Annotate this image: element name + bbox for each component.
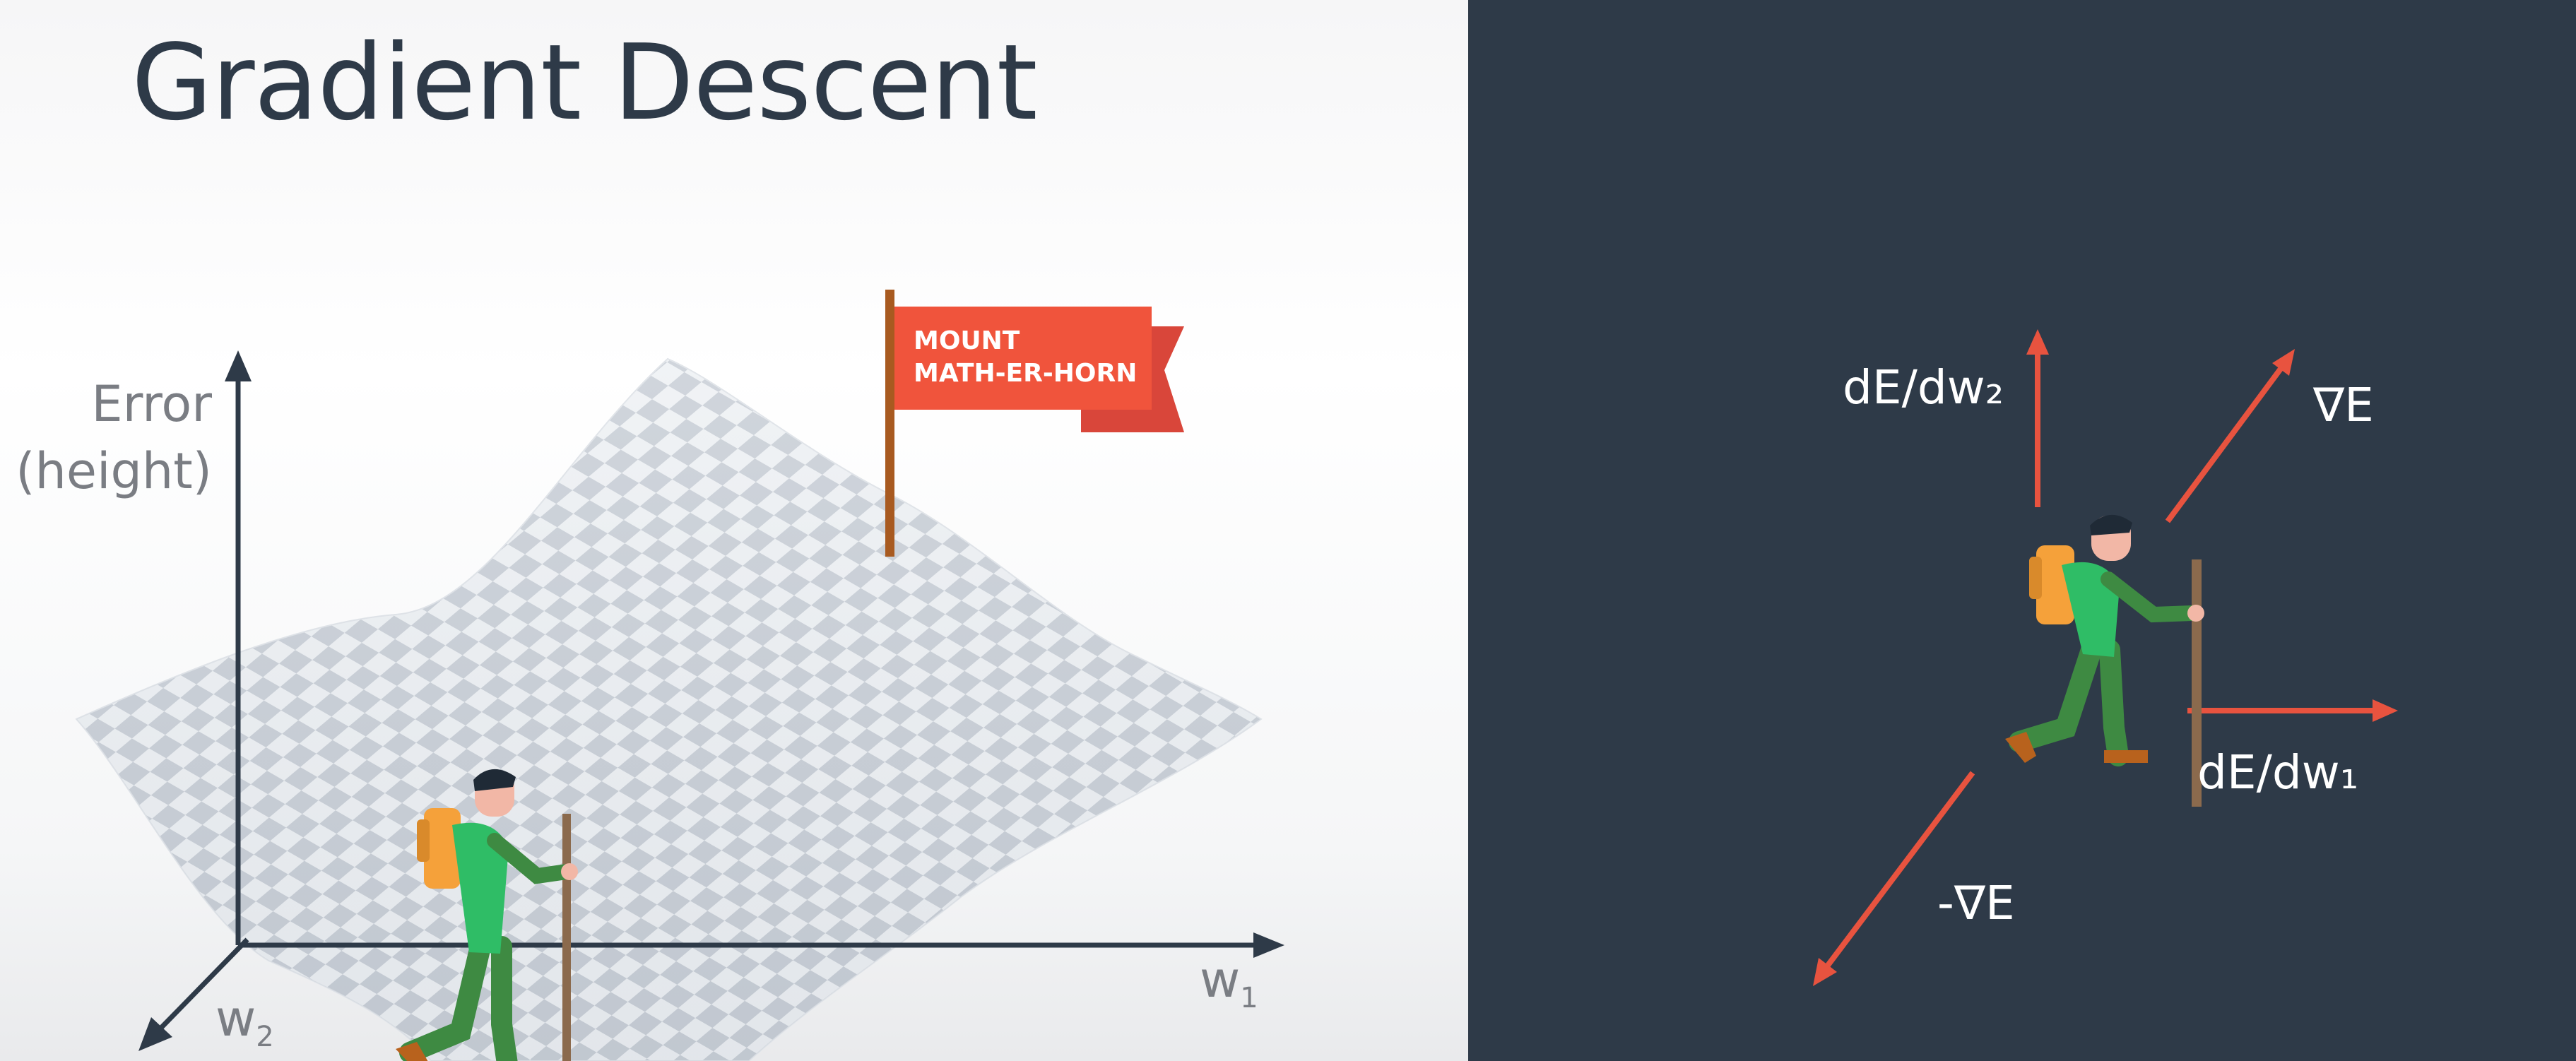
dE-dw2-label: dE/dw₂	[1843, 360, 2004, 415]
w1-label-sub: 1	[1240, 982, 1258, 1014]
error-axis-label: Error (height)	[7, 371, 212, 504]
left-panel: Gradient Descent Error (height) w1 w2 MO…	[0, 0, 1468, 1061]
error-axis-label-line2: (height)	[16, 441, 212, 500]
flag-body	[894, 307, 1152, 410]
mountain-scene	[75, 290, 1284, 1061]
w2-label-base: w	[215, 990, 256, 1048]
neg-grad-E-arrow	[1824, 771, 1975, 968]
hiker-icon	[2005, 514, 2204, 807]
flagpole	[885, 290, 894, 557]
w2-axis	[159, 937, 249, 1030]
mount-math-er-horn-flag	[885, 290, 1184, 557]
flag-label: MOUNT MATH-ER-HORN	[914, 325, 1137, 390]
w1-label-base: w	[1200, 951, 1241, 1009]
neg-grad-E-label: -∇E	[1937, 876, 2015, 930]
w1-axis-arrowhead	[1253, 932, 1284, 958]
error-axis-arrowhead	[225, 350, 252, 381]
flag-label-line2: MATH-ER-HORN	[914, 359, 1138, 389]
right-panel: dE/dw₂ ∇E dE/dw₁ -∇E	[1468, 0, 2576, 1061]
w2-label-sub: 2	[256, 1021, 274, 1053]
w1-axis-label: w1	[1200, 947, 1258, 1017]
hiker-icon	[396, 769, 578, 1061]
error-axis-label-line1: Error	[91, 375, 212, 433]
gradient-vectors	[1813, 329, 2398, 986]
dE-dw1-label: dE/dw₁	[2197, 745, 2359, 800]
w2-axis-arrowhead	[138, 1017, 172, 1051]
grad-E-arrow	[2165, 367, 2283, 523]
grad-E-label: ∇E	[2313, 378, 2374, 432]
axes	[138, 350, 1284, 1051]
page-title: Gradient Descent	[131, 22, 1038, 143]
w2-axis-label: w2	[215, 985, 274, 1056]
flag-label-line1: MOUNT	[914, 326, 1020, 355]
